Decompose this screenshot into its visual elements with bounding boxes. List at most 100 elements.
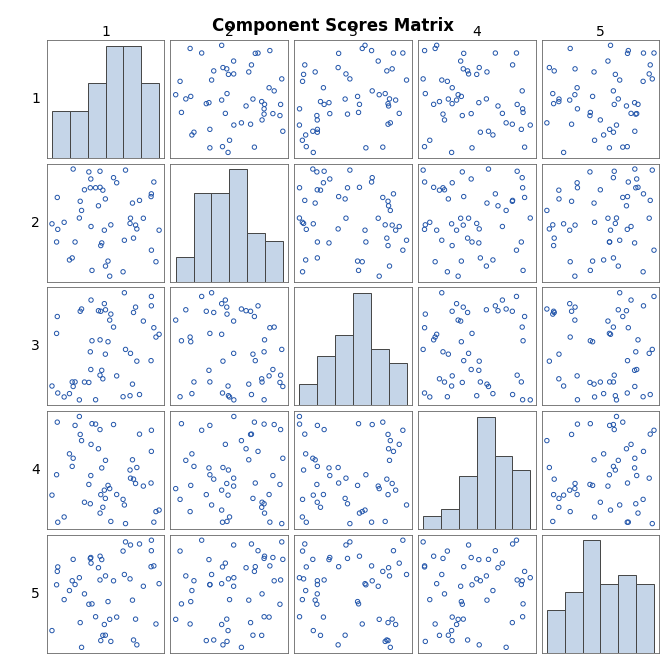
Point [493,306,503,316]
Point [223,69,234,80]
Point [569,89,580,100]
Point [228,348,239,359]
Point [99,485,110,496]
Point [633,99,643,110]
Point [300,59,310,70]
Point [490,300,501,311]
Point [585,166,595,177]
Point [467,328,478,339]
Point [186,448,197,459]
Point [354,99,365,110]
Point [264,83,274,93]
Point [507,539,518,549]
Point [626,221,637,232]
Point [68,381,79,392]
Point [517,599,528,609]
Point [252,545,263,556]
Point [83,166,94,177]
Point [610,218,621,228]
Point [430,256,440,267]
Point [318,612,329,623]
Point [264,517,275,527]
Point [297,494,308,505]
Point [103,480,113,491]
Point [138,581,149,591]
Point [569,271,580,282]
Point [154,578,165,589]
Point [269,419,280,430]
Point [633,507,643,518]
Point [310,198,320,208]
Point [324,552,335,563]
Point [108,419,119,430]
Point [99,298,110,309]
Point [572,182,583,193]
Point [420,45,430,56]
Point [585,336,595,346]
Point [446,147,457,158]
Point [256,374,267,384]
Point [373,581,384,591]
Bar [371,349,389,405]
Point [603,213,613,224]
Point [216,95,227,105]
Point [86,295,97,306]
Point [259,346,270,357]
Point [456,56,466,67]
Point [474,238,484,248]
Point [333,478,344,488]
Point [221,614,232,625]
Point [300,429,310,440]
Point [507,617,517,628]
Point [222,89,232,99]
Point [256,589,267,599]
Point [493,101,503,111]
Point [146,446,157,457]
Point [434,185,445,196]
Point [236,117,246,128]
Point [170,614,181,625]
Point [127,454,138,465]
Point [206,75,217,85]
Point [85,174,96,184]
Point [310,595,320,605]
Point [589,217,600,228]
Point [352,91,363,102]
Point [185,336,196,347]
Point [517,265,528,276]
Point [131,302,141,312]
Point [151,506,161,517]
Point [87,265,97,276]
Point [208,307,219,318]
Point [87,336,97,346]
Point [572,83,583,93]
Point [649,245,659,256]
Point [497,295,507,306]
Point [340,194,350,204]
Point [367,575,378,586]
Point [474,224,485,234]
Point [120,344,131,355]
Point [51,579,62,590]
Point [218,356,228,366]
Point [507,119,517,129]
Point [604,236,615,247]
Point [352,256,363,266]
Point [360,470,371,480]
Point [424,594,435,605]
Point [458,63,469,74]
Point [587,91,598,102]
Point [222,636,232,647]
Point [595,497,605,507]
Point [419,141,430,152]
Point [452,225,462,236]
Point [497,221,507,232]
Point [105,516,116,527]
Point [589,198,599,208]
Point [216,619,227,630]
Point [312,236,323,247]
Point [170,89,181,100]
Point [131,462,142,473]
Point [447,240,458,251]
Point [566,119,577,129]
